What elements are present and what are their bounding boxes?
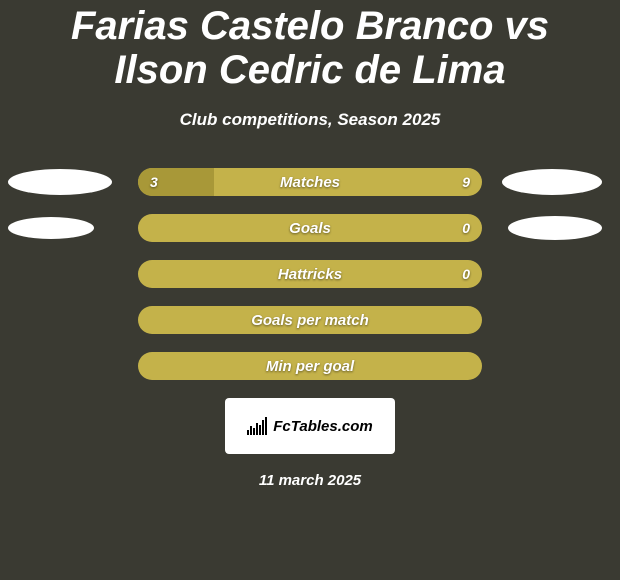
comparison-card: Farias Castelo Branco vs Ilson Cedric de… [0, 0, 620, 580]
stat-value-right: 0 [462, 266, 470, 282]
stat-row: 3 9 Matches [0, 168, 620, 196]
stat-bar: Min per goal [138, 352, 482, 380]
stat-label: Hattricks [278, 266, 342, 283]
stats-list: 3 9 Matches 0 Goals 0 Hattricks Goals per match… [0, 168, 620, 380]
subtitle: Club competitions, Season 2025 [0, 110, 620, 130]
date-label: 11 march 2025 [0, 472, 620, 489]
player-right-marker [502, 169, 602, 195]
page-title: Farias Castelo Branco vs Ilson Cedric de… [0, 0, 620, 92]
player-left-marker [8, 169, 112, 195]
stat-value-left: 3 [150, 174, 158, 190]
stat-label: Min per goal [266, 358, 354, 375]
stat-value-right: 9 [462, 174, 470, 190]
barchart-icon [247, 417, 267, 435]
stat-label: Matches [280, 174, 340, 191]
stat-bar: Goals per match [138, 306, 482, 334]
player-right-marker [508, 216, 602, 240]
stat-row: 0 Goals [0, 214, 620, 242]
stat-bar: 0 Goals [138, 214, 482, 242]
stat-row: Min per goal [0, 352, 620, 380]
stat-label: Goals per match [251, 312, 369, 329]
stat-row: 0 Hattricks [0, 260, 620, 288]
stat-bar: 3 9 Matches [138, 168, 482, 196]
stat-bar: 0 Hattricks [138, 260, 482, 288]
stat-value-right: 0 [462, 220, 470, 236]
player-left-marker [8, 217, 94, 239]
logo-text: FcTables.com [273, 418, 372, 435]
stat-label: Goals [289, 220, 331, 237]
stat-row: Goals per match [0, 306, 620, 334]
logo-box[interactable]: FcTables.com [225, 398, 395, 454]
